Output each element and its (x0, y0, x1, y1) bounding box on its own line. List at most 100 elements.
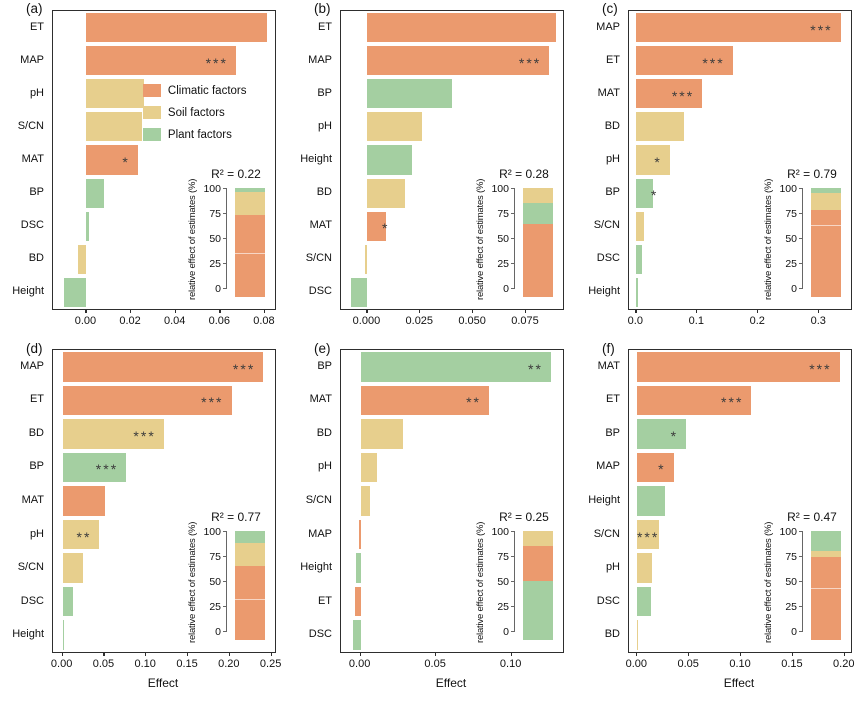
category-label: S/CN (305, 252, 332, 265)
significance-stars: * (658, 461, 666, 478)
inset-segment-divider (811, 588, 841, 589)
bar-map (367, 46, 550, 76)
bar-bp (62, 452, 127, 483)
bar-mat (367, 211, 387, 241)
inset-y-tick (511, 581, 514, 583)
inset-y-tick-label: 0 (791, 626, 797, 638)
x-axis-tick (174, 309, 176, 313)
inset-y-axis-title: relative effect of estimates (%) (187, 178, 198, 300)
inset-segment-soil (523, 188, 553, 203)
x-axis-tick (635, 309, 637, 313)
inset-segment-plant (235, 531, 265, 543)
category-label: Height (300, 561, 332, 574)
inset-y-tick (799, 263, 802, 265)
category-label: Height (588, 494, 620, 506)
legend-label: Climatic factors (167, 84, 247, 97)
bar-scn (636, 211, 645, 241)
significance-stars: *** (810, 21, 833, 38)
bar-dsc (637, 586, 651, 617)
significance-stars: *** (671, 87, 695, 104)
bar-height (637, 486, 666, 516)
inset-y-tick (223, 531, 226, 533)
plot-area: ** ** relative effect of estimates (%) R² =… (340, 349, 564, 653)
panel-tag: (d) (26, 341, 43, 356)
x-axis-label: Effect (435, 676, 467, 690)
inset-plot: 0 25 50 75 100 (778, 183, 846, 300)
bar-map (359, 519, 361, 550)
inset-y-tick (223, 581, 226, 583)
category-label: MAP (596, 20, 620, 33)
inset-y-axis-title: relative effect of estimates (%) (475, 521, 486, 643)
bar-dsc (636, 244, 643, 274)
inset-segment-soil (811, 551, 841, 557)
panel-tag: (a) (26, 1, 43, 16)
x-axis-tick (130, 309, 132, 313)
panel-tag: (e) (314, 341, 331, 356)
inset-y-tick-label: 25 (497, 601, 509, 613)
inset-segment-plant (811, 531, 841, 551)
inset-y-tick (799, 188, 802, 190)
category-label: BP (605, 186, 620, 199)
x-axis-tick (61, 652, 63, 656)
x-axis-tick (228, 652, 231, 656)
x-axis-tick (435, 652, 437, 656)
x-tick-label: 0.10 (499, 658, 522, 670)
bar-scn (86, 112, 143, 142)
category-label: MAP (308, 527, 332, 540)
inset-segment-soil (811, 193, 841, 210)
x-tick-label: 0.1 (688, 315, 704, 327)
significance-stars: *** (518, 54, 542, 71)
category-label: ET (317, 594, 332, 607)
category-label: MAP (20, 359, 44, 372)
x-tick-label: 0.02 (119, 315, 141, 327)
category-label: ET (605, 53, 620, 66)
r-squared-label: R² = 0.79 (787, 167, 837, 181)
r-squared-label: R² = 0.47 (787, 510, 837, 524)
category-label: MAT (597, 86, 620, 99)
panel-tag: (f) (602, 341, 615, 356)
x-tick-label: 0.00 (50, 658, 73, 670)
x-tick-label: 0.025 (405, 315, 434, 327)
inset-y-tick-label: 50 (497, 233, 509, 245)
x-tick-label: 0.05 (424, 658, 446, 670)
x-axis-tick (419, 309, 421, 313)
inset-y-axis-line (802, 188, 804, 289)
category-label: pH (605, 561, 620, 574)
category-label: pH (29, 86, 44, 99)
bar-mat (637, 352, 840, 382)
bar-mat (636, 79, 703, 109)
category-label: Height (12, 285, 44, 298)
x-tick-label: 0.00 (348, 658, 371, 670)
category-label: BP (317, 359, 332, 372)
panel-b: (b) *** * relative effect of estimates (%) R… (288, 0, 576, 340)
x-tick-label: 0.20 (218, 658, 240, 670)
bar-ph (86, 79, 145, 109)
significance-stars: *** (95, 461, 119, 478)
inset-y-tick-label: 0 (503, 626, 509, 638)
inset-y-tick-label: 75 (209, 551, 221, 563)
inset-y-tick (799, 238, 802, 240)
plot-area: *** * Climatic factors Soil factors Plant fa… (52, 10, 276, 310)
category-label: BD (604, 628, 620, 641)
category-label: pH (605, 153, 620, 165)
x-tick-label: 0.2 (749, 315, 765, 327)
bar-height (367, 145, 412, 175)
category-label: DSC (308, 285, 332, 298)
category-label: Height (300, 153, 332, 165)
inset-y-tick-label: 0 (503, 283, 509, 295)
bar-ph (367, 112, 423, 142)
category-label: S/CN (593, 527, 620, 540)
bar-height (64, 277, 87, 307)
bar-ph (637, 553, 652, 583)
category-label: pH (317, 460, 332, 473)
plant-swatch (142, 128, 161, 141)
inset-y-tick (799, 631, 802, 633)
x-axis-tick (472, 309, 474, 313)
inset-y-axis-line (226, 188, 228, 289)
x-axis-tick (263, 309, 266, 313)
inset-y-tick (511, 531, 514, 533)
inset-y-tick (223, 188, 226, 190)
category-label: BD (28, 426, 44, 439)
category-label: S/CN (305, 494, 332, 506)
significance-stars: *** (721, 394, 744, 411)
